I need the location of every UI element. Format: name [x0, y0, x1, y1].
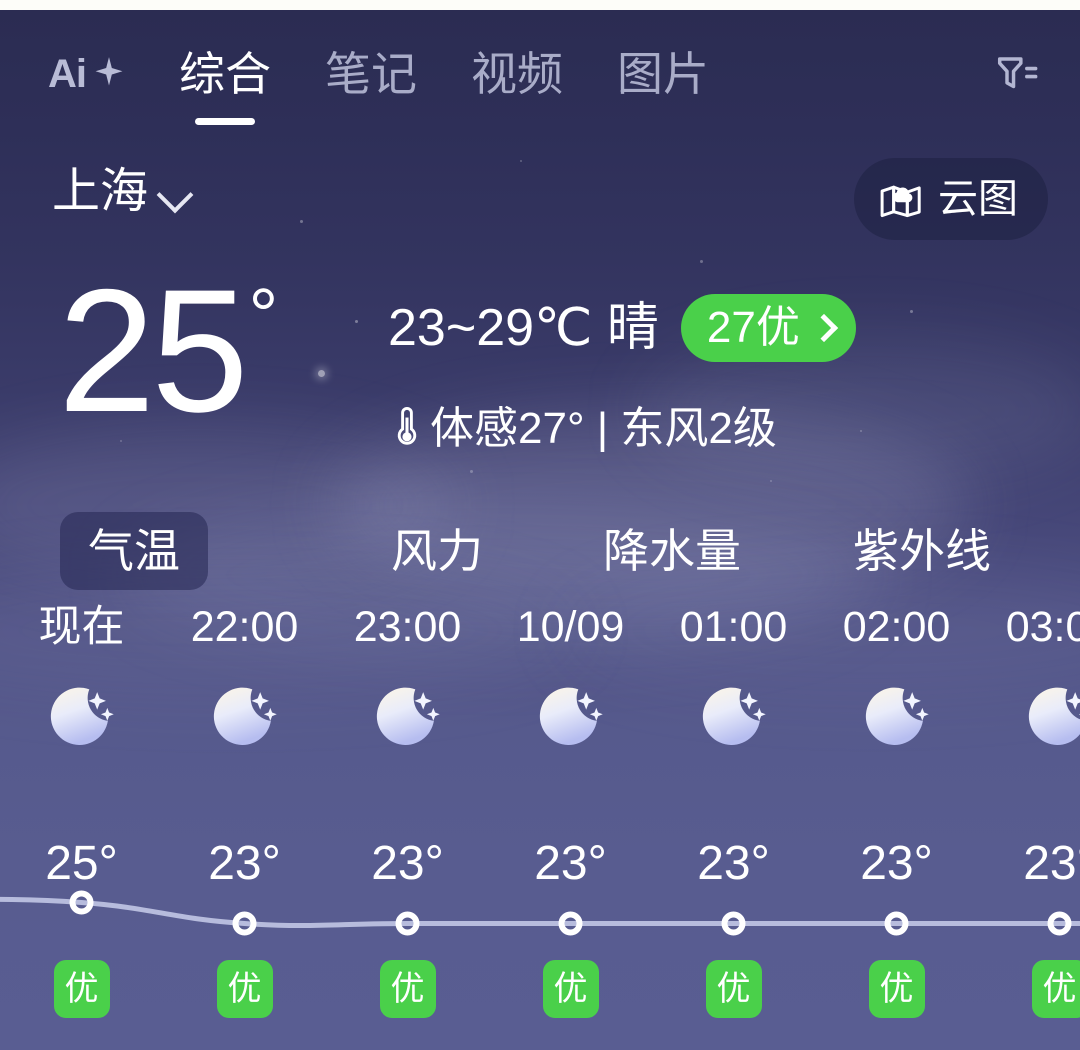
hourly-aqi-label: 优 [1042, 970, 1077, 1008]
hourly-aqi-label: 优 [64, 970, 99, 1008]
hourly-time-label: 现在 [38, 603, 125, 651]
hourly-aqi-badge[interactable]: 优 [1031, 960, 1080, 1018]
hourly-time-label: 02:00 [842, 603, 951, 651]
sparkle-icon [92, 55, 126, 94]
moon-stars-icon [46, 682, 118, 754]
tab-zonghe[interactable]: 综合 [152, 51, 298, 97]
feels-like-text: 体感27° | 东风2级 [430, 403, 777, 453]
hourly-temperature: 23° [697, 837, 770, 890]
location-row: 上海 云图 [0, 150, 1080, 260]
metric-tab-fengli[interactable]: 风力 [391, 525, 483, 577]
moon-stars-icon [698, 682, 770, 754]
cloud-map-button[interactable]: 云图 [854, 158, 1048, 240]
hourly-temperature: 23° [208, 837, 281, 890]
hourly-aqi-badge[interactable]: 优 [868, 960, 925, 1018]
ai-logo-text: Ai [48, 52, 87, 96]
temperature-range: 23~29℃ 晴 [388, 299, 659, 357]
hourly-forecast-strip[interactable]: 现在 25° 优 22:00 23° 优 23:00 23° 优 10/09 [0, 600, 1080, 1050]
current-conditions: 25 ° 23~29℃ 晴 27优 体感27° | 东风2级 [0, 264, 1080, 492]
hourly-time-label: 01:00 [679, 603, 788, 651]
thermometer-icon [390, 404, 424, 453]
metric-tab-jiangshuiliang[interactable]: 降水量 [603, 525, 741, 577]
hourly-time-label: 03:00 [1005, 603, 1080, 651]
hourly-time-label: 23:00 [353, 603, 462, 651]
cloud-map-label: 云图 [938, 177, 1018, 221]
tab-shipin[interactable]: 视频 [471, 48, 563, 100]
cloud-map-icon [878, 176, 924, 223]
hourly-temperature: 23° [534, 837, 607, 890]
metric-tab-qiwen[interactable]: 气温 [60, 512, 208, 590]
metric-tab-list: 气温 风力 降水量 紫外线 [0, 512, 1080, 590]
hourly-temperature: 23° [371, 837, 444, 890]
hourly-column[interactable]: 23:00 23° 优 [326, 600, 489, 1050]
current-temperature: 25 ° [58, 264, 278, 439]
hourly-aqi-badge[interactable]: 优 [53, 960, 110, 1018]
tab-tupian[interactable]: 图片 [617, 48, 709, 100]
hourly-aqi-label: 优 [390, 970, 425, 1008]
hourly-column[interactable]: 22:00 23° 优 [163, 600, 326, 1050]
degree-symbol: ° [248, 273, 279, 356]
top-navigation-bar: Ai 综合 笔记 视频 图片 [0, 10, 1080, 138]
hourly-aqi-badge[interactable]: 优 [542, 960, 599, 1018]
hourly-temperature: 23° [1023, 837, 1080, 890]
hourly-column[interactable]: 01:00 23° 优 [652, 600, 815, 1050]
aqi-badge[interactable]: 27优 [680, 294, 856, 362]
condition-summary-row: 23~29℃ 晴 27优 [388, 294, 856, 362]
hourly-aqi-label: 优 [879, 970, 914, 1008]
hourly-aqi-badge[interactable]: 优 [705, 960, 762, 1018]
hourly-column[interactable]: 02:00 23° 优 [815, 600, 978, 1050]
hourly-aqi-label: 优 [716, 970, 751, 1008]
aqi-value: 27优 [706, 303, 800, 352]
hourly-aqi-label: 优 [227, 970, 262, 1008]
hourly-column[interactable]: 03:00 23° 优 [978, 600, 1080, 1050]
chevron-down-icon [156, 176, 194, 214]
feels-like-row: 体感27° | 东风2级 [390, 404, 777, 453]
ai-logo[interactable]: Ai [48, 54, 126, 94]
hourly-aqi-label: 优 [553, 970, 588, 1008]
moon-stars-icon [535, 682, 607, 754]
city-selector[interactable]: 上海 [52, 165, 194, 218]
hourly-temperature: 23° [860, 837, 933, 890]
hourly-temperature: 25° [45, 837, 118, 890]
nav-tab-list: 综合 笔记 视频 图片 [152, 51, 736, 97]
chevron-right-icon [809, 313, 839, 343]
hourly-aqi-badge[interactable]: 优 [216, 960, 273, 1018]
moon-stars-icon [861, 682, 933, 754]
current-temperature-value: 25 [58, 254, 249, 449]
moon-stars-icon [209, 682, 281, 754]
city-name: 上海 [52, 165, 149, 218]
moon-stars-icon [1024, 682, 1080, 754]
hourly-column[interactable]: 10/09 23° 优 [489, 600, 652, 1050]
moon-stars-icon [372, 682, 444, 754]
status-bar-strip [0, 0, 1080, 10]
tab-biji[interactable]: 笔记 [325, 48, 417, 100]
metric-tab-ziwaixian[interactable]: 紫外线 [853, 525, 991, 577]
filter-funnel-icon[interactable] [982, 43, 1052, 105]
hourly-time-label: 22:00 [190, 603, 299, 651]
hourly-time-label: 10/09 [516, 603, 625, 651]
hourly-aqi-badge[interactable]: 优 [379, 960, 436, 1018]
hourly-column[interactable]: 现在 25° 优 [0, 600, 163, 1050]
